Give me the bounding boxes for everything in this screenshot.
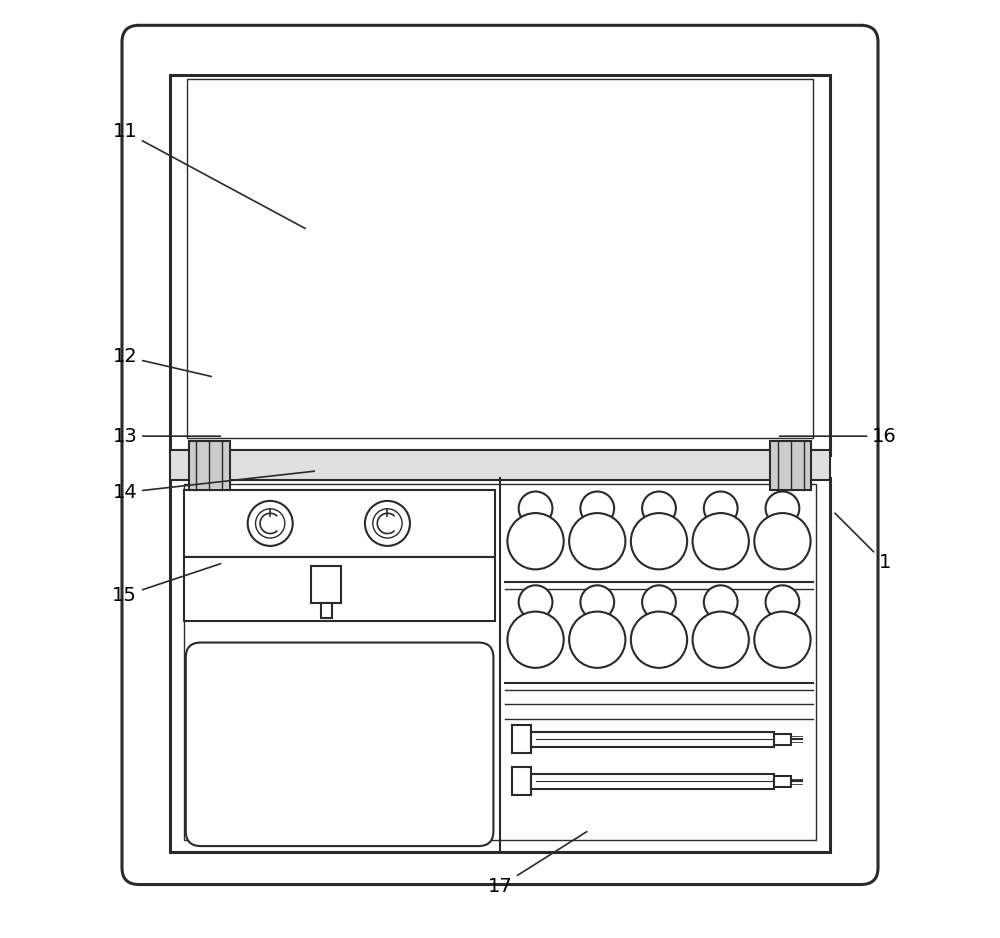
Circle shape	[580, 492, 614, 525]
Circle shape	[754, 612, 811, 668]
Bar	[321, 603, 332, 618]
Circle shape	[631, 513, 687, 569]
Bar	[189, 441, 230, 490]
Circle shape	[569, 513, 625, 569]
Bar	[184, 490, 495, 557]
Bar	[184, 557, 495, 621]
Circle shape	[642, 585, 676, 619]
Circle shape	[507, 612, 564, 668]
Circle shape	[519, 585, 552, 619]
Bar	[774, 734, 791, 745]
Bar	[531, 732, 774, 747]
Circle shape	[256, 508, 285, 538]
Text: 16: 16	[779, 427, 897, 446]
Bar	[311, 566, 341, 603]
Text: 17: 17	[488, 832, 587, 896]
Circle shape	[642, 492, 676, 525]
Circle shape	[693, 513, 749, 569]
Text: 13: 13	[112, 427, 221, 446]
Circle shape	[373, 508, 402, 538]
Circle shape	[693, 612, 749, 668]
Bar	[531, 774, 774, 789]
Bar	[170, 478, 830, 852]
Circle shape	[569, 612, 625, 668]
Bar	[187, 79, 813, 438]
Bar	[512, 767, 531, 795]
Bar	[170, 450, 830, 480]
Circle shape	[580, 585, 614, 619]
Text: 1: 1	[835, 513, 891, 572]
Circle shape	[248, 501, 293, 546]
Text: 12: 12	[112, 347, 211, 376]
Bar	[170, 75, 830, 455]
Text: 15: 15	[112, 564, 221, 605]
Circle shape	[519, 492, 552, 525]
Circle shape	[704, 492, 738, 525]
FancyBboxPatch shape	[122, 25, 878, 885]
Circle shape	[754, 513, 811, 569]
Bar	[512, 725, 531, 753]
Circle shape	[365, 501, 410, 546]
Bar	[774, 776, 791, 787]
Circle shape	[766, 585, 799, 619]
Circle shape	[704, 585, 738, 619]
FancyBboxPatch shape	[186, 643, 493, 846]
Bar	[184, 484, 816, 840]
Bar	[770, 441, 811, 490]
Circle shape	[631, 612, 687, 668]
Circle shape	[766, 492, 799, 525]
Circle shape	[507, 513, 564, 569]
Text: 14: 14	[112, 471, 314, 502]
Text: 11: 11	[112, 122, 305, 229]
